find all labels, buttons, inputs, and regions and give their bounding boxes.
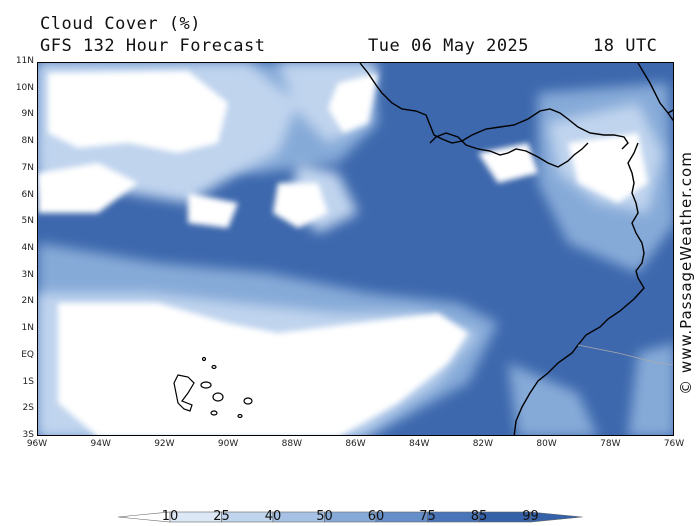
cloud-cover-map [37, 62, 674, 436]
colorbar-tick-label: 99 [522, 509, 539, 524]
lat-label: 3S [22, 430, 34, 440]
lon-label: 76W [663, 439, 685, 449]
lat-label: 4N [21, 243, 34, 253]
lat-label: 5N [21, 216, 34, 227]
clear-sky-field [38, 71, 648, 435]
colorbar-tick-label: 75 [419, 509, 436, 524]
colorbar-tick-label: 10 [161, 509, 179, 524]
lat-label: 11N [15, 56, 34, 66]
lon-label: 88W [281, 439, 302, 449]
lat-label: 2S [22, 403, 34, 414]
forecast-time: 18 UTC [593, 36, 658, 56]
lon-label: 90W [217, 439, 239, 449]
lat-label: 2N [21, 296, 34, 307]
lat-label: 8N [21, 136, 34, 147]
lat-label: 7N [21, 162, 34, 173]
lat-label: 1N [21, 323, 34, 334]
coastlines [359, 63, 673, 435]
watermark-text: © www.PassageWeather.com [677, 151, 695, 395]
colorbar-max-arrow [530, 511, 583, 523]
lon-label: 80W [536, 439, 557, 449]
lat-label: EQ [21, 349, 34, 360]
colorbar-tick-label: 85 [470, 509, 488, 524]
colorbar-tick-label: 50 [316, 509, 333, 524]
lon-label: 92W [154, 439, 175, 449]
lon-label: 84W [409, 439, 430, 449]
lon-label: 78W [600, 439, 621, 449]
colorbar-tick-label: 40 [264, 509, 282, 524]
lon-label: 86W [345, 439, 366, 449]
colorbar-tick-label: 60 [367, 509, 385, 524]
lat-label: 6N [21, 189, 34, 200]
forecast-date: Tue 06 May 2025 [368, 36, 530, 56]
chart-title: Cloud Cover (%) [40, 14, 202, 34]
lat-label: 10N [15, 82, 34, 93]
colorbar-tick-label: 25 [213, 509, 230, 524]
lat-label: 1S [22, 376, 34, 387]
lon-label: 82W [472, 439, 494, 449]
lat-label: 9N [21, 109, 34, 120]
lon-label: 94W [90, 439, 111, 449]
colorbar [117, 511, 583, 523]
map-canvas [38, 63, 673, 435]
lon-label: 96W [26, 439, 48, 449]
watermark: © www.PassageWeather.com [676, 148, 696, 398]
lat-label: 3N [21, 269, 34, 280]
forecast-subtitle: GFS 132 Hour Forecast [40, 36, 266, 56]
galapagos-islands [173, 356, 253, 419]
